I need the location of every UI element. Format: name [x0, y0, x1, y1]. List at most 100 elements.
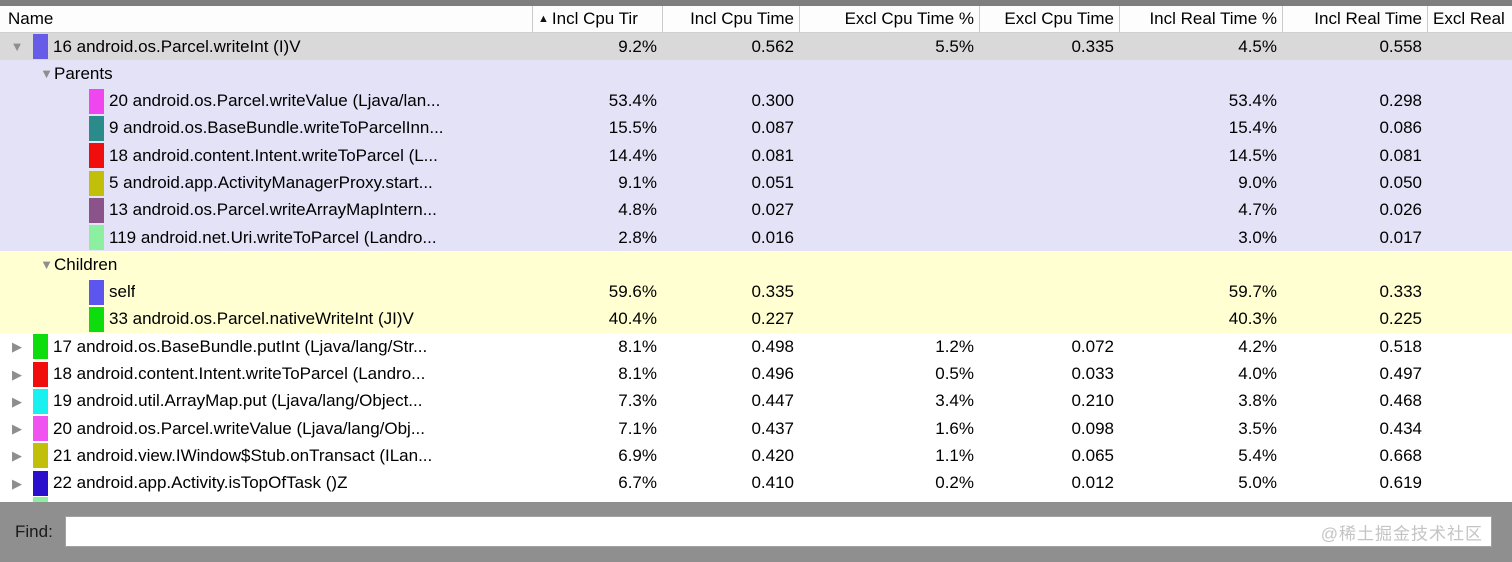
value-cell: 0.027	[751, 200, 794, 220]
column-header-incl-real-time[interactable]: Incl Real Time	[1283, 6, 1428, 32]
table-row[interactable]: ▶ 21 android.view.IWindow$Stub.onTransact…	[0, 442, 1512, 470]
table-row[interactable]: 9 android.os.BaseBundle.writeToParcelInn…	[0, 114, 1512, 143]
value-cell: 7.3%	[618, 391, 657, 411]
expand-icon[interactable]: ▶	[12, 339, 22, 355]
method-name: 19 android.util.ArrayMap.put (Ljava/lang…	[53, 391, 423, 411]
value-cell: 4.7%	[1238, 200, 1277, 220]
value-cell	[1428, 415, 1512, 442]
value-cell: 0.033	[1071, 364, 1114, 384]
value-cell: 0.518	[1379, 336, 1422, 356]
table-row[interactable]: 5 android.app.ActivityManagerProxy.start…	[0, 169, 1512, 197]
name-cell: 33 android.os.Parcel.nativeWriteInt (JI)…	[0, 306, 533, 333]
value-cell: 0.668	[1379, 445, 1422, 465]
value-cell	[1428, 333, 1512, 360]
column-header-name[interactable]: Name	[0, 6, 533, 32]
method-name: 9 android.os.BaseBundle.writeToParcelInn…	[109, 118, 444, 138]
expand-icon[interactable]: ▶	[12, 448, 22, 464]
table-row[interactable]: 13 android.os.Parcel.writeArrayMapIntern…	[0, 196, 1512, 224]
value-cell: 0.498	[751, 336, 794, 356]
collapse-icon[interactable]: ▼	[10, 39, 24, 55]
name-cell: ▼ 16 android.os.Parcel.writeInt (I)V	[0, 33, 533, 60]
table-row[interactable]: ▶ 19 android.util.ArrayMap.put (Ljava/lan…	[0, 387, 1512, 415]
column-header-excl-real[interactable]: Excl Real	[1428, 6, 1512, 32]
expand-icon[interactable]: ▶	[12, 421, 22, 437]
collapse-icon[interactable]: ▼	[40, 257, 53, 273]
value-cell: 6.9%	[618, 445, 657, 465]
table-row[interactable]: 33 android.os.Parcel.nativeWriteInt (JI)…	[0, 305, 1512, 334]
name-cell: 18 android.content.Intent.writeToParcel …	[0, 142, 533, 169]
value-cell: 0.410	[751, 473, 794, 493]
value-cell: 4.5%	[1238, 36, 1277, 56]
sort-ascending-icon: ▲	[538, 12, 549, 25]
value-cell	[1283, 251, 1428, 278]
value-cell: 0.300	[751, 91, 794, 111]
value-cell: 0.026	[1379, 200, 1422, 220]
color-swatch	[89, 115, 104, 141]
value-cell: 4.0%	[1238, 364, 1277, 384]
table-row[interactable]: self 59.6% 0.335 59.7% 0.333	[0, 278, 1512, 306]
method-name: 5 android.app.ActivityManagerProxy.start…	[109, 173, 433, 193]
color-swatch	[89, 197, 104, 223]
column-header-excl-cpu-time[interactable]: Excl Cpu Time %	[800, 6, 980, 32]
value-cell: 0.335	[751, 282, 794, 302]
value-cell: 0.2%	[935, 473, 974, 493]
column-header-incl-cpu-time[interactable]: Incl Cpu Time	[663, 6, 800, 32]
expand-icon[interactable]: ▶	[12, 393, 22, 409]
table-row[interactable]: ▼ 16 android.os.Parcel.writeInt (I)V 9.2% 0…	[0, 33, 1512, 61]
section-row[interactable]: ▼ Parents	[0, 60, 1512, 88]
column-header-label: Incl Real Time	[1314, 9, 1422, 28]
name-cell: 9 android.os.BaseBundle.writeToParcelInn…	[0, 115, 533, 142]
table-row[interactable]: ▶ 22 android.app.Activity.isTopOfTask ()Z…	[0, 469, 1512, 497]
value-cell: 0.434	[1379, 418, 1422, 438]
expand-icon[interactable]: ▶	[12, 366, 22, 382]
value-cell	[800, 306, 980, 333]
value-cell: 0.051	[751, 173, 794, 193]
value-cell: 0.086	[1379, 118, 1422, 138]
column-header-incl-cpu-tir[interactable]: ▲ Incl Cpu Tir	[533, 6, 663, 32]
column-header-excl-cpu-time[interactable]: Excl Cpu Time	[980, 6, 1120, 32]
color-swatch	[89, 143, 104, 169]
value-cell: 6.7%	[618, 473, 657, 493]
table-row[interactable]: ▶ 20 android.os.Parcel.writeValue (Ljava/…	[0, 414, 1512, 443]
value-cell: 0.420	[751, 445, 794, 465]
table-row[interactable]: ▶ 18 android.content.Intent.writeToParcel…	[0, 360, 1512, 388]
value-cell: 0.558	[1379, 36, 1422, 56]
value-cell: 59.6%	[608, 282, 657, 302]
value-cell	[1428, 224, 1512, 251]
value-cell	[663, 60, 800, 87]
value-cell	[1120, 60, 1283, 87]
value-cell: 1.1%	[935, 445, 974, 465]
find-input[interactable]	[65, 517, 1491, 547]
column-header-incl-real-time[interactable]: Incl Real Time %	[1120, 6, 1283, 32]
table-row[interactable]: 20 android.os.Parcel.writeValue (Ljava/l…	[0, 87, 1512, 115]
method-name: 17 android.os.BaseBundle.putInt (Ljava/l…	[53, 336, 428, 356]
method-name: 33 android.os.Parcel.nativeWriteInt (JI)…	[109, 309, 414, 329]
value-cell: 0.437	[751, 418, 794, 438]
table-header-row: Name ▲ Incl Cpu Tir Incl Cpu Time Excl Cpu T…	[0, 6, 1512, 33]
value-cell: 59.7%	[1228, 282, 1277, 302]
value-cell	[663, 251, 800, 278]
collapse-icon[interactable]: ▼	[40, 66, 53, 82]
name-cell: 13 android.os.Parcel.writeArrayMapIntern…	[0, 197, 533, 224]
value-cell: 14.4%	[608, 145, 657, 165]
value-cell: 53.4%	[1228, 91, 1277, 111]
table-row[interactable]: 119 android.net.Uri.writeToParcel (Landr…	[0, 223, 1512, 252]
value-cell	[980, 169, 1120, 196]
section-row[interactable]: ▼ Children	[0, 251, 1512, 279]
table-row[interactable]: ▶ 17 android.os.BaseBundle.putInt (Ljava/…	[0, 333, 1512, 361]
section-label: Parents	[54, 63, 113, 83]
name-cell: ▼ Children	[0, 251, 533, 278]
color-swatch	[89, 225, 104, 251]
table-row[interactable]: 18 android.content.Intent.writeToParcel …	[0, 142, 1512, 170]
value-cell: 40.3%	[1228, 309, 1277, 329]
value-cell: 0.065	[1071, 445, 1114, 465]
expand-icon[interactable]: ▶	[12, 475, 22, 491]
value-cell	[800, 197, 980, 224]
value-cell	[1428, 470, 1512, 497]
value-cell: 0.335	[1071, 36, 1114, 56]
partial-next-row[interactable]	[0, 496, 1512, 502]
value-cell: 9.2%	[618, 36, 657, 56]
value-cell	[1428, 33, 1512, 60]
method-name: 20 android.os.Parcel.writeValue (Ljava/l…	[53, 418, 425, 438]
value-cell: 0.012	[1071, 473, 1114, 493]
